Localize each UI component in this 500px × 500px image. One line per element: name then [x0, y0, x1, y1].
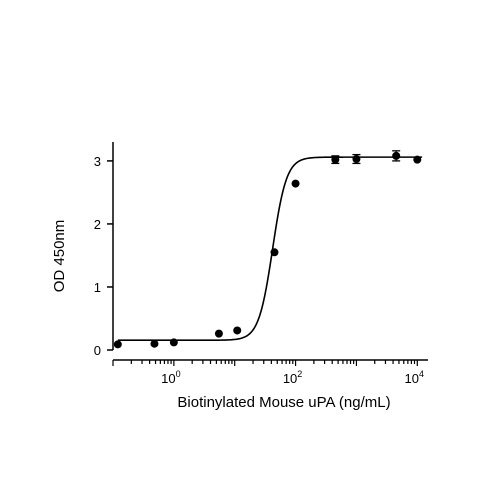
data-point [270, 248, 279, 257]
data-point [331, 155, 340, 164]
y-tick-label: 0 [94, 343, 101, 358]
data-point [150, 339, 159, 348]
fit-curve-group [117, 156, 423, 342]
data-point [214, 329, 223, 338]
y-axis-label: OD 450nm [51, 220, 68, 293]
x-tick-base: 10 [283, 371, 297, 386]
x-tick-exponent: 0 [176, 369, 181, 379]
y-tick-label: 3 [94, 154, 101, 169]
x-tick-label: 102 [283, 369, 302, 386]
y-tick-label: 2 [94, 217, 101, 232]
data-point [413, 155, 422, 164]
data-point [291, 179, 300, 188]
x-axis-label: Biotinylated Mouse uPA (ng/mL) [177, 394, 390, 411]
x-tick-label: 104 [405, 369, 424, 386]
data-point [352, 155, 361, 164]
y-tick-label: 1 [94, 280, 101, 295]
data-point [113, 340, 122, 349]
axes [112, 142, 428, 361]
data-points [113, 150, 422, 349]
x-tick-base: 10 [161, 371, 175, 386]
fit-curve [117, 156, 423, 342]
x-tick-label: 100 [161, 369, 180, 386]
x-tick-exponent: 2 [297, 369, 302, 379]
data-point [392, 151, 401, 160]
x-tick-exponent: 4 [419, 369, 424, 379]
x-tick-base: 10 [405, 371, 419, 386]
data-point [169, 338, 178, 347]
data-point [233, 326, 242, 335]
